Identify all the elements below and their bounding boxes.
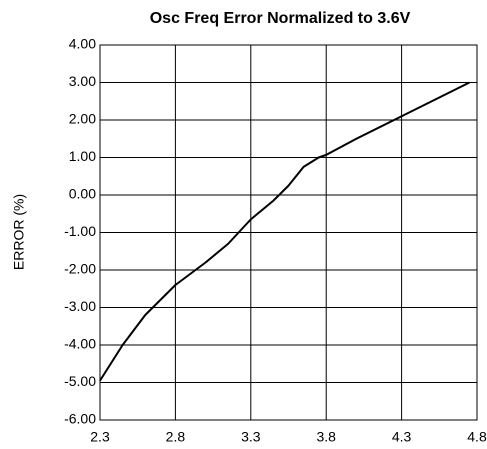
y-tick-label: -3.00 [64,298,96,314]
x-tick-label: 4.8 [467,429,487,445]
y-tick-label: 2.00 [69,111,96,127]
y-tick-label: -6.00 [64,411,96,427]
y-tick-label: 4.00 [69,36,96,52]
data-line [99,81,470,382]
x-tick-label: 3.8 [316,429,336,445]
y-axis-label: ERROR (%) [11,194,27,270]
x-tick-label: 4.3 [392,429,412,445]
y-tick-label: 3.00 [69,73,96,89]
y-tick-label: -4.00 [64,336,96,352]
chart-title: Osc Freq Error Normalized to 3.6V [150,10,411,27]
x-tick-label: 2.8 [166,429,186,445]
y-tick-label: -5.00 [64,373,96,389]
x-tick-label: 3.3 [241,429,261,445]
y-tick-label: -2.00 [64,261,96,277]
x-tick-label: 2.3 [90,429,110,445]
y-tick-label: 1.00 [69,148,96,164]
plot-frame [99,44,478,421]
y-tick-label: 0.00 [69,186,96,202]
y-tick-label: -1.00 [64,223,96,239]
